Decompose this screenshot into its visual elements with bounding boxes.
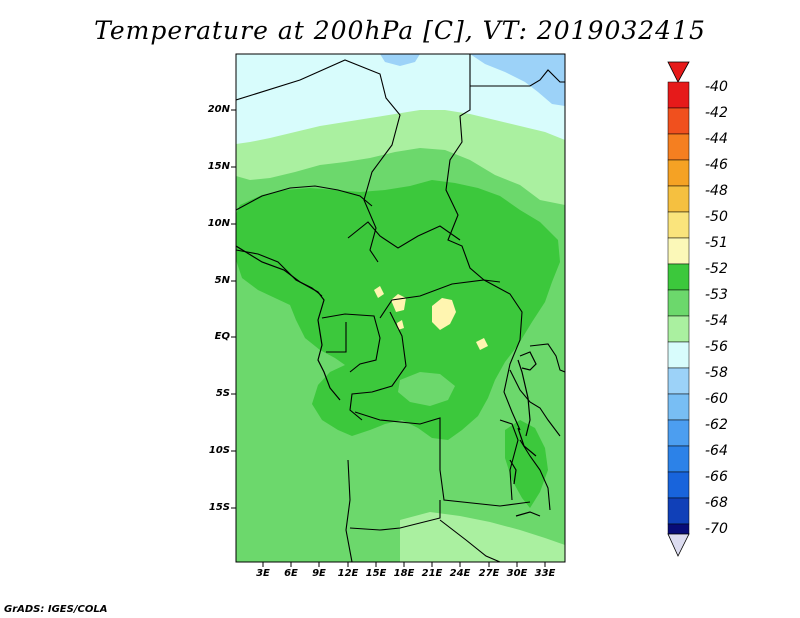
colorbar-label: -66 xyxy=(705,469,728,485)
lat-label: EQ xyxy=(214,331,230,342)
colorbar-label: -68 xyxy=(705,495,728,511)
coastline xyxy=(236,245,541,517)
lat-label: 15N xyxy=(207,161,230,172)
band-56-north xyxy=(236,54,565,144)
colorbar-label: -40 xyxy=(705,79,728,95)
colorbar-label: -54 xyxy=(705,313,728,329)
colorbar-swatch-3 xyxy=(667,159,690,187)
band-53-gap xyxy=(398,372,455,406)
colorbar-swatch-5 xyxy=(667,211,690,239)
colorbar-label: -58 xyxy=(705,365,728,381)
lon-label: 12E xyxy=(337,568,359,579)
lon-label: 21E xyxy=(421,568,443,579)
lon-label: 24E xyxy=(449,568,471,579)
colorbar-label: -53 xyxy=(705,287,728,303)
colorbar-swatch-16 xyxy=(667,497,690,525)
colorbar-label: -42 xyxy=(705,105,728,121)
lon-label: 15E xyxy=(365,568,387,579)
colorbar-swatch-9 xyxy=(667,315,690,343)
country-borders xyxy=(236,54,565,562)
band-54-south xyxy=(400,512,565,562)
colorbar-swatch-2 xyxy=(667,133,690,161)
lon-label: 33E xyxy=(534,568,556,579)
colorbar-label: -62 xyxy=(705,417,728,433)
colorbar-swatch-1 xyxy=(667,107,690,135)
colorbar xyxy=(667,61,690,557)
grads-credit: GrADS: IGES/COLA xyxy=(4,604,108,615)
colorbar-swatch-12 xyxy=(667,393,690,421)
colorbar-swatch-14 xyxy=(667,445,690,473)
colorbar-swatch-6 xyxy=(667,237,690,265)
warm-spot-d xyxy=(476,338,488,350)
band-52-south xyxy=(505,420,548,508)
lat-label: 5S xyxy=(215,388,230,399)
axis-ticks xyxy=(231,109,546,567)
colorbar-label: -70 xyxy=(705,521,728,537)
lat-label: 10S xyxy=(208,445,230,456)
colorbar-label: -46 xyxy=(705,157,728,173)
band-58-north xyxy=(380,54,565,106)
lon-label: 18E xyxy=(393,568,415,579)
lat-label: 5N xyxy=(214,275,230,286)
lon-label: 6E xyxy=(284,568,298,579)
warm-spot-a xyxy=(432,298,456,330)
contour-field xyxy=(236,54,565,562)
lon-label: 30E xyxy=(506,568,528,579)
lon-label: 3E xyxy=(256,568,270,579)
colorbar-swatch-7 xyxy=(667,263,690,291)
warm-spot-c xyxy=(374,286,384,298)
lat-label: 10N xyxy=(207,218,230,229)
colorbar-swatch-4 xyxy=(667,185,690,213)
lat-label: 20N xyxy=(207,104,230,115)
colorbar-label: -60 xyxy=(705,391,728,407)
colorbar-label: -51 xyxy=(705,235,728,251)
colorbar-label: -48 xyxy=(705,183,728,199)
colorbar-swatch-10 xyxy=(667,341,690,369)
lon-label: 9E xyxy=(312,568,326,579)
warm-spot-e xyxy=(397,320,404,330)
colorbar-swatch-8 xyxy=(667,289,690,317)
colorbar-swatch-13 xyxy=(667,419,690,447)
map-title: Temperature at 200hPa [C], VT: 201903241… xyxy=(94,16,706,45)
colorbar-swatch-11 xyxy=(667,367,690,395)
colorbar-label: -44 xyxy=(705,131,728,147)
colorbar-swatch-17 xyxy=(667,523,690,535)
colorbar-label: -50 xyxy=(705,209,728,225)
colorbar-label: -52 xyxy=(705,261,728,277)
colorbar-bottom-triangle xyxy=(667,533,690,557)
colorbar-swatch-15 xyxy=(667,471,690,499)
colorbar-label: -56 xyxy=(705,339,728,355)
colorbar-label: -64 xyxy=(705,443,728,459)
colorbar-swatch-0 xyxy=(667,81,690,109)
lat-label: 15S xyxy=(208,502,230,513)
lon-label: 27E xyxy=(478,568,500,579)
colorbar-top-triangle xyxy=(667,61,690,83)
map-frame xyxy=(235,53,566,563)
